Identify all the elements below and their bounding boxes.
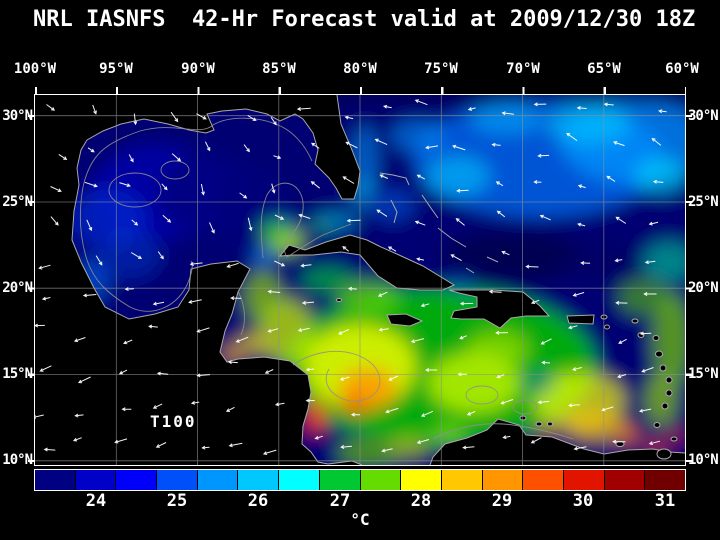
lon-tick-label: 75°W (424, 61, 458, 77)
colorbar-cell (563, 470, 604, 490)
colorbar-cell (319, 470, 360, 490)
colorbar-cell (238, 470, 279, 490)
colorbar-cell (75, 470, 116, 490)
colorbar-tick-label: 26 (247, 491, 269, 511)
map-panel (34, 94, 686, 466)
page-title: NRL IASNFS 42-Hr Forecast valid at 2009/… (33, 7, 696, 32)
bahamas-banks (379, 172, 499, 274)
colorbar-cell (523, 470, 563, 490)
island-jamaica (386, 313, 424, 327)
colorbar-cell (604, 470, 645, 490)
island-hispaniola (448, 289, 551, 329)
island-cuba (278, 234, 456, 291)
colorbar-cell (116, 470, 157, 490)
lon-tick-label: 90°W (181, 61, 215, 77)
island-puerto-rico (566, 314, 595, 325)
top-axis-ticks (35, 87, 686, 94)
coastline (71, 95, 685, 465)
lat-tick-label: 25°N (688, 194, 719, 210)
island-trinidad (656, 448, 672, 460)
colorbar-cell (279, 470, 319, 490)
lat-tick-label: 15°N (2, 366, 33, 382)
lat-tick-label: 20°N (2, 280, 33, 296)
colorbar-cell (401, 470, 441, 490)
colorbar-unit-label: °C (350, 510, 370, 529)
colorbar-tick-label: 25 (166, 491, 188, 511)
lon-tick-label: 80°W (343, 61, 377, 77)
colorbar-cell (360, 470, 401, 490)
colorbar-tick-label: 29 (491, 491, 513, 511)
colorbar-tick-label: 24 (85, 491, 107, 511)
lat-tick-label: 20°N (688, 280, 719, 296)
left-axis-ticks (28, 115, 34, 463)
lat-tick-label: 30°N (2, 108, 33, 124)
map-canvas (35, 95, 685, 465)
lon-tick-label: 60°W (665, 61, 699, 77)
colorbar-tick-label: 30 (572, 491, 594, 511)
colorbar-cell (645, 470, 685, 490)
colorbar-tick-label: 31 (654, 491, 676, 511)
vector-arrows (35, 99, 667, 455)
grid-lines (35, 95, 685, 465)
colorbar-cell (157, 470, 197, 490)
colorbar-cell (197, 470, 238, 490)
lat-tick-label: 30°N (688, 108, 719, 124)
lon-tick-label: 65°W (587, 61, 621, 77)
lat-tick-label: 10°N (688, 452, 719, 468)
colorbar-cell (482, 470, 523, 490)
lon-tick-label: 100°W (13, 61, 57, 77)
colorbar-cell (441, 470, 482, 490)
lon-tick-label: 70°W (506, 61, 540, 77)
lat-tick-label: 25°N (2, 194, 33, 210)
lon-tick-label: 95°W (99, 61, 133, 77)
lat-tick-label: 10°N (2, 452, 33, 468)
field-depth-label: T100 (150, 412, 197, 431)
colorbar (34, 469, 686, 491)
colorbar-tick-label: 28 (410, 491, 432, 511)
right-axis-ticks (686, 115, 692, 463)
colorbar-tick-label: 27 (329, 491, 351, 511)
lat-tick-label: 15°N (688, 366, 719, 382)
colorbar-cell (35, 470, 75, 490)
lon-tick-label: 85°W (262, 61, 296, 77)
ssh-contours (79, 117, 574, 440)
